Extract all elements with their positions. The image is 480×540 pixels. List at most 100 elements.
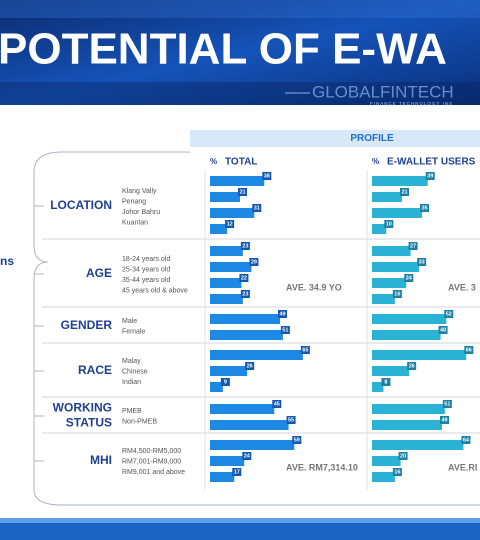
value-label: 33: [419, 259, 425, 265]
value-tag: [252, 204, 262, 212]
item-label: Penang: [122, 198, 146, 205]
value-label: 16: [394, 291, 400, 297]
item-label: 18-24 years old: [122, 256, 170, 263]
value-label: 23: [242, 291, 248, 297]
item-label: 45 years old & above: [122, 287, 188, 294]
unit-label: %: [210, 157, 217, 166]
value-tag: [461, 436, 471, 444]
item-label: Johor Bahru: [122, 209, 160, 216]
value-label: 17: [234, 469, 240, 475]
unit-label: %: [372, 157, 379, 166]
section-label: AGE: [86, 266, 112, 280]
value-label: 22: [241, 275, 247, 281]
value-label: 24: [406, 275, 413, 281]
bar: [372, 382, 384, 392]
section-label: RACE: [78, 363, 112, 377]
footer-stripe: [0, 518, 480, 523]
side-label: ns: [0, 254, 14, 268]
bar: [210, 420, 289, 430]
bar: [372, 262, 420, 272]
bar: [372, 472, 395, 482]
value-tag: [292, 436, 302, 444]
banner-stripe: [0, 0, 480, 18]
value-tag: [240, 242, 250, 250]
bar: [372, 420, 442, 430]
value-tag: [438, 326, 448, 334]
value-tag: [420, 204, 429, 212]
value-label: 12: [227, 221, 233, 227]
value-label: 9: [224, 379, 227, 385]
value-label: 10: [386, 221, 392, 227]
tagline: FINANCE TECHNOLOGY INS: [370, 101, 453, 106]
bar: [210, 382, 223, 392]
value-label: 45: [274, 401, 280, 407]
average-label: AVE. RM7,314.10: [286, 462, 358, 472]
value-label: 49: [441, 417, 447, 423]
bar: [210, 404, 275, 414]
value-tag: [280, 326, 290, 334]
brand: GLOBALFINTECH: [312, 82, 454, 101]
column-header: TOTAL: [225, 157, 257, 168]
value-tag: [392, 290, 402, 298]
profile-bar: [190, 130, 480, 147]
item-label: Non-PMEB: [122, 418, 157, 425]
item-label: Kuantan: [122, 219, 148, 226]
value-tag: [272, 400, 282, 408]
value-tag: [425, 172, 435, 180]
value-tag: [392, 468, 402, 476]
value-tag: [404, 274, 414, 282]
item-label: Female: [122, 328, 145, 335]
item-label: PMEB: [122, 408, 142, 415]
bar: [372, 246, 411, 256]
bar: [210, 278, 242, 288]
value-tag: [400, 188, 409, 196]
bracket: [33, 261, 480, 506]
profile-title: PROFILE: [350, 133, 394, 144]
bar: [372, 176, 428, 186]
value-label: 48: [440, 327, 446, 333]
value-label: 49: [279, 311, 285, 317]
column-header: E-WALLET USERS: [387, 157, 476, 168]
bar: [210, 440, 295, 450]
item-label: RM4,500-RM5,000: [122, 448, 181, 455]
section-label: MHI: [90, 453, 112, 467]
banner: [0, 0, 480, 105]
value-tag: [249, 258, 259, 266]
value-label: 23: [242, 243, 248, 249]
bar: [210, 366, 248, 376]
value-tag: [384, 220, 394, 228]
value-label: 21: [239, 189, 245, 195]
bar: [210, 456, 245, 466]
value-tag: [225, 220, 235, 228]
bar: [210, 176, 265, 186]
bar: [210, 246, 243, 256]
value-label: 65: [302, 347, 308, 353]
value-label: 35: [421, 205, 427, 211]
section-label: STATUS: [66, 416, 112, 430]
value-tag: [245, 362, 255, 370]
value-tag: [444, 310, 454, 318]
value-label: 29: [251, 259, 257, 265]
bar: [210, 262, 252, 272]
value-tag: [232, 468, 242, 476]
title: POTENTIAL OF E-WA: [0, 25, 447, 74]
value-tag: [239, 274, 249, 282]
banner-stripe: [0, 82, 480, 105]
average-label: AVE. 34.9 YO: [286, 282, 342, 292]
value-tag: [286, 416, 296, 424]
bar: [372, 192, 402, 202]
bar: [210, 350, 303, 360]
value-tag: [464, 346, 474, 354]
value-label: 64: [463, 437, 470, 443]
bar: [210, 472, 235, 482]
value-tag: [408, 242, 418, 250]
value-tag: [278, 310, 287, 318]
bar: [372, 208, 422, 218]
item-label: Malay: [122, 358, 141, 365]
item-label: Indian: [122, 379, 141, 386]
value-label: 21: [401, 189, 407, 195]
bar: [372, 366, 410, 376]
bar: [372, 350, 467, 360]
value-label: 55: [288, 417, 294, 423]
